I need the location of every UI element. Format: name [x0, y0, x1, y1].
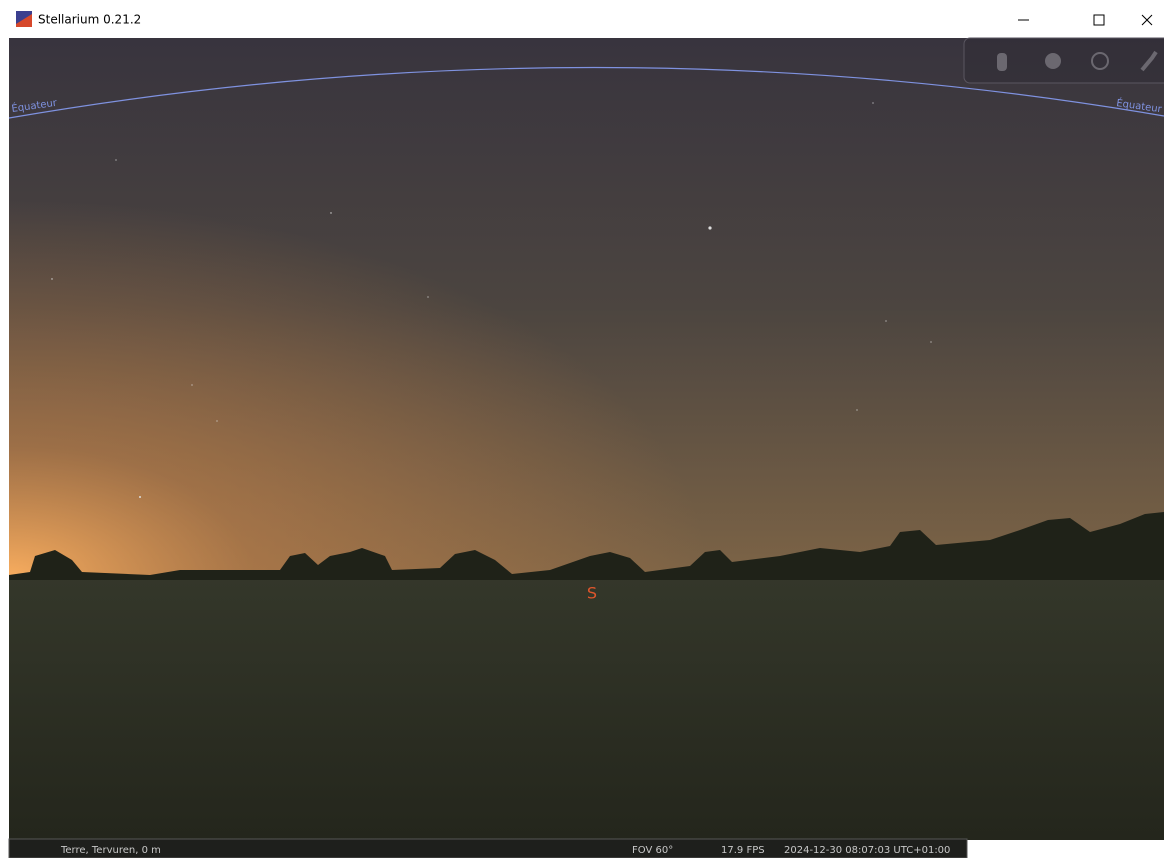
star	[708, 226, 711, 229]
star	[216, 420, 217, 421]
status-fov: FOV 60°	[632, 845, 673, 856]
star	[330, 212, 331, 213]
star	[139, 496, 141, 498]
toolbar-button[interactable]	[997, 53, 1007, 71]
cardinal-south: S	[587, 584, 597, 603]
page: Stellarium 0.21.2 Équateur Équateur S Te…	[0, 0, 1164, 858]
star	[856, 409, 857, 410]
star	[872, 102, 873, 103]
star	[51, 278, 52, 279]
title-bar	[0, 0, 1164, 38]
status-location: Terre, Tervuren, 0 m	[60, 845, 161, 856]
window-title: Stellarium 0.21.2	[38, 13, 141, 27]
star	[885, 320, 886, 321]
star	[191, 384, 192, 385]
sky-glow	[9, 200, 709, 578]
status-datetime: 2024-12-30 08:07:03 UTC+01:00	[784, 845, 950, 856]
toolbar	[964, 38, 1164, 83]
toolbar-button[interactable]	[1045, 53, 1061, 69]
stellarium-window: Stellarium 0.21.2 Équateur Équateur S Te…	[0, 0, 1164, 858]
star	[115, 159, 116, 160]
status-fps: 17.9 FPS	[721, 845, 765, 856]
star	[930, 341, 931, 342]
star	[427, 296, 428, 297]
ground	[9, 575, 1164, 840]
